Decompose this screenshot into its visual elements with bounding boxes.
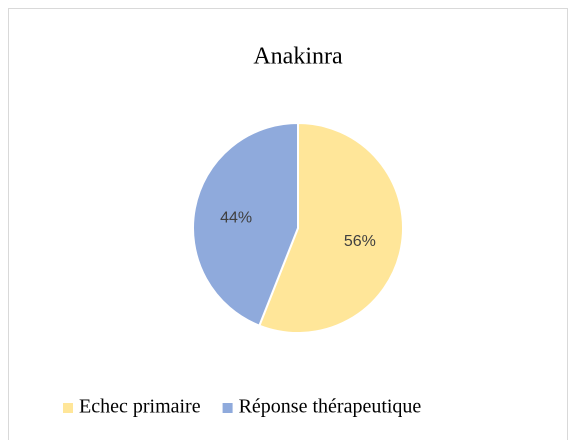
legend-swatch bbox=[222, 403, 233, 413]
legend-swatch bbox=[63, 403, 73, 413]
pie-slice bbox=[192, 121, 299, 327]
legend-label: Réponse thérapeutique bbox=[239, 396, 422, 418]
data-label: 44% bbox=[220, 209, 252, 226]
pie-slice bbox=[258, 121, 404, 334]
data-label: 56% bbox=[344, 233, 376, 250]
legend-label: Echec primaire bbox=[79, 396, 201, 418]
chart-title: Anakinra bbox=[253, 44, 343, 70]
